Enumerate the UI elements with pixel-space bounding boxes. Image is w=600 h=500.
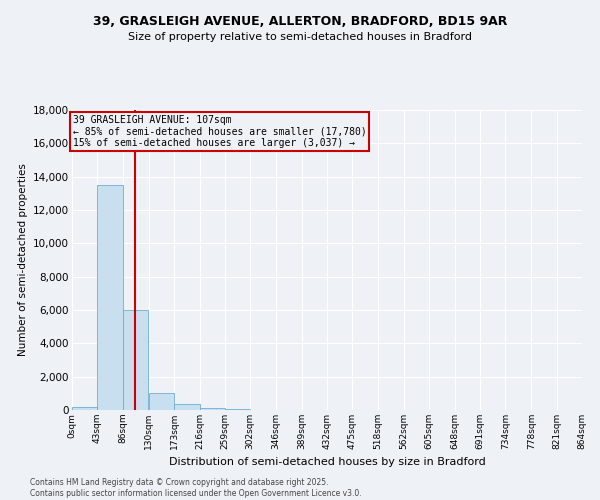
Text: Contains HM Land Registry data © Crown copyright and database right 2025.
Contai: Contains HM Land Registry data © Crown c… [30, 478, 362, 498]
Text: 39, GRASLEIGH AVENUE, ALLERTON, BRADFORD, BD15 9AR: 39, GRASLEIGH AVENUE, ALLERTON, BRADFORD… [93, 15, 507, 28]
Bar [174, 404, 199, 410]
Bar [225, 409, 250, 410]
Bar [199, 408, 225, 410]
Bar [97, 185, 123, 410]
Text: Size of property relative to semi-detached houses in Bradford: Size of property relative to semi-detach… [128, 32, 472, 42]
X-axis label: Distribution of semi-detached houses by size in Bradford: Distribution of semi-detached houses by … [169, 458, 485, 468]
Text: 39 GRASLEIGH AVENUE: 107sqm
← 85% of semi-detached houses are smaller (17,780)
1: 39 GRASLEIGH AVENUE: 107sqm ← 85% of sem… [73, 115, 367, 148]
Bar [72, 406, 97, 410]
Y-axis label: Number of semi-detached properties: Number of semi-detached properties [17, 164, 28, 356]
Bar [149, 394, 174, 410]
Bar [123, 310, 148, 410]
